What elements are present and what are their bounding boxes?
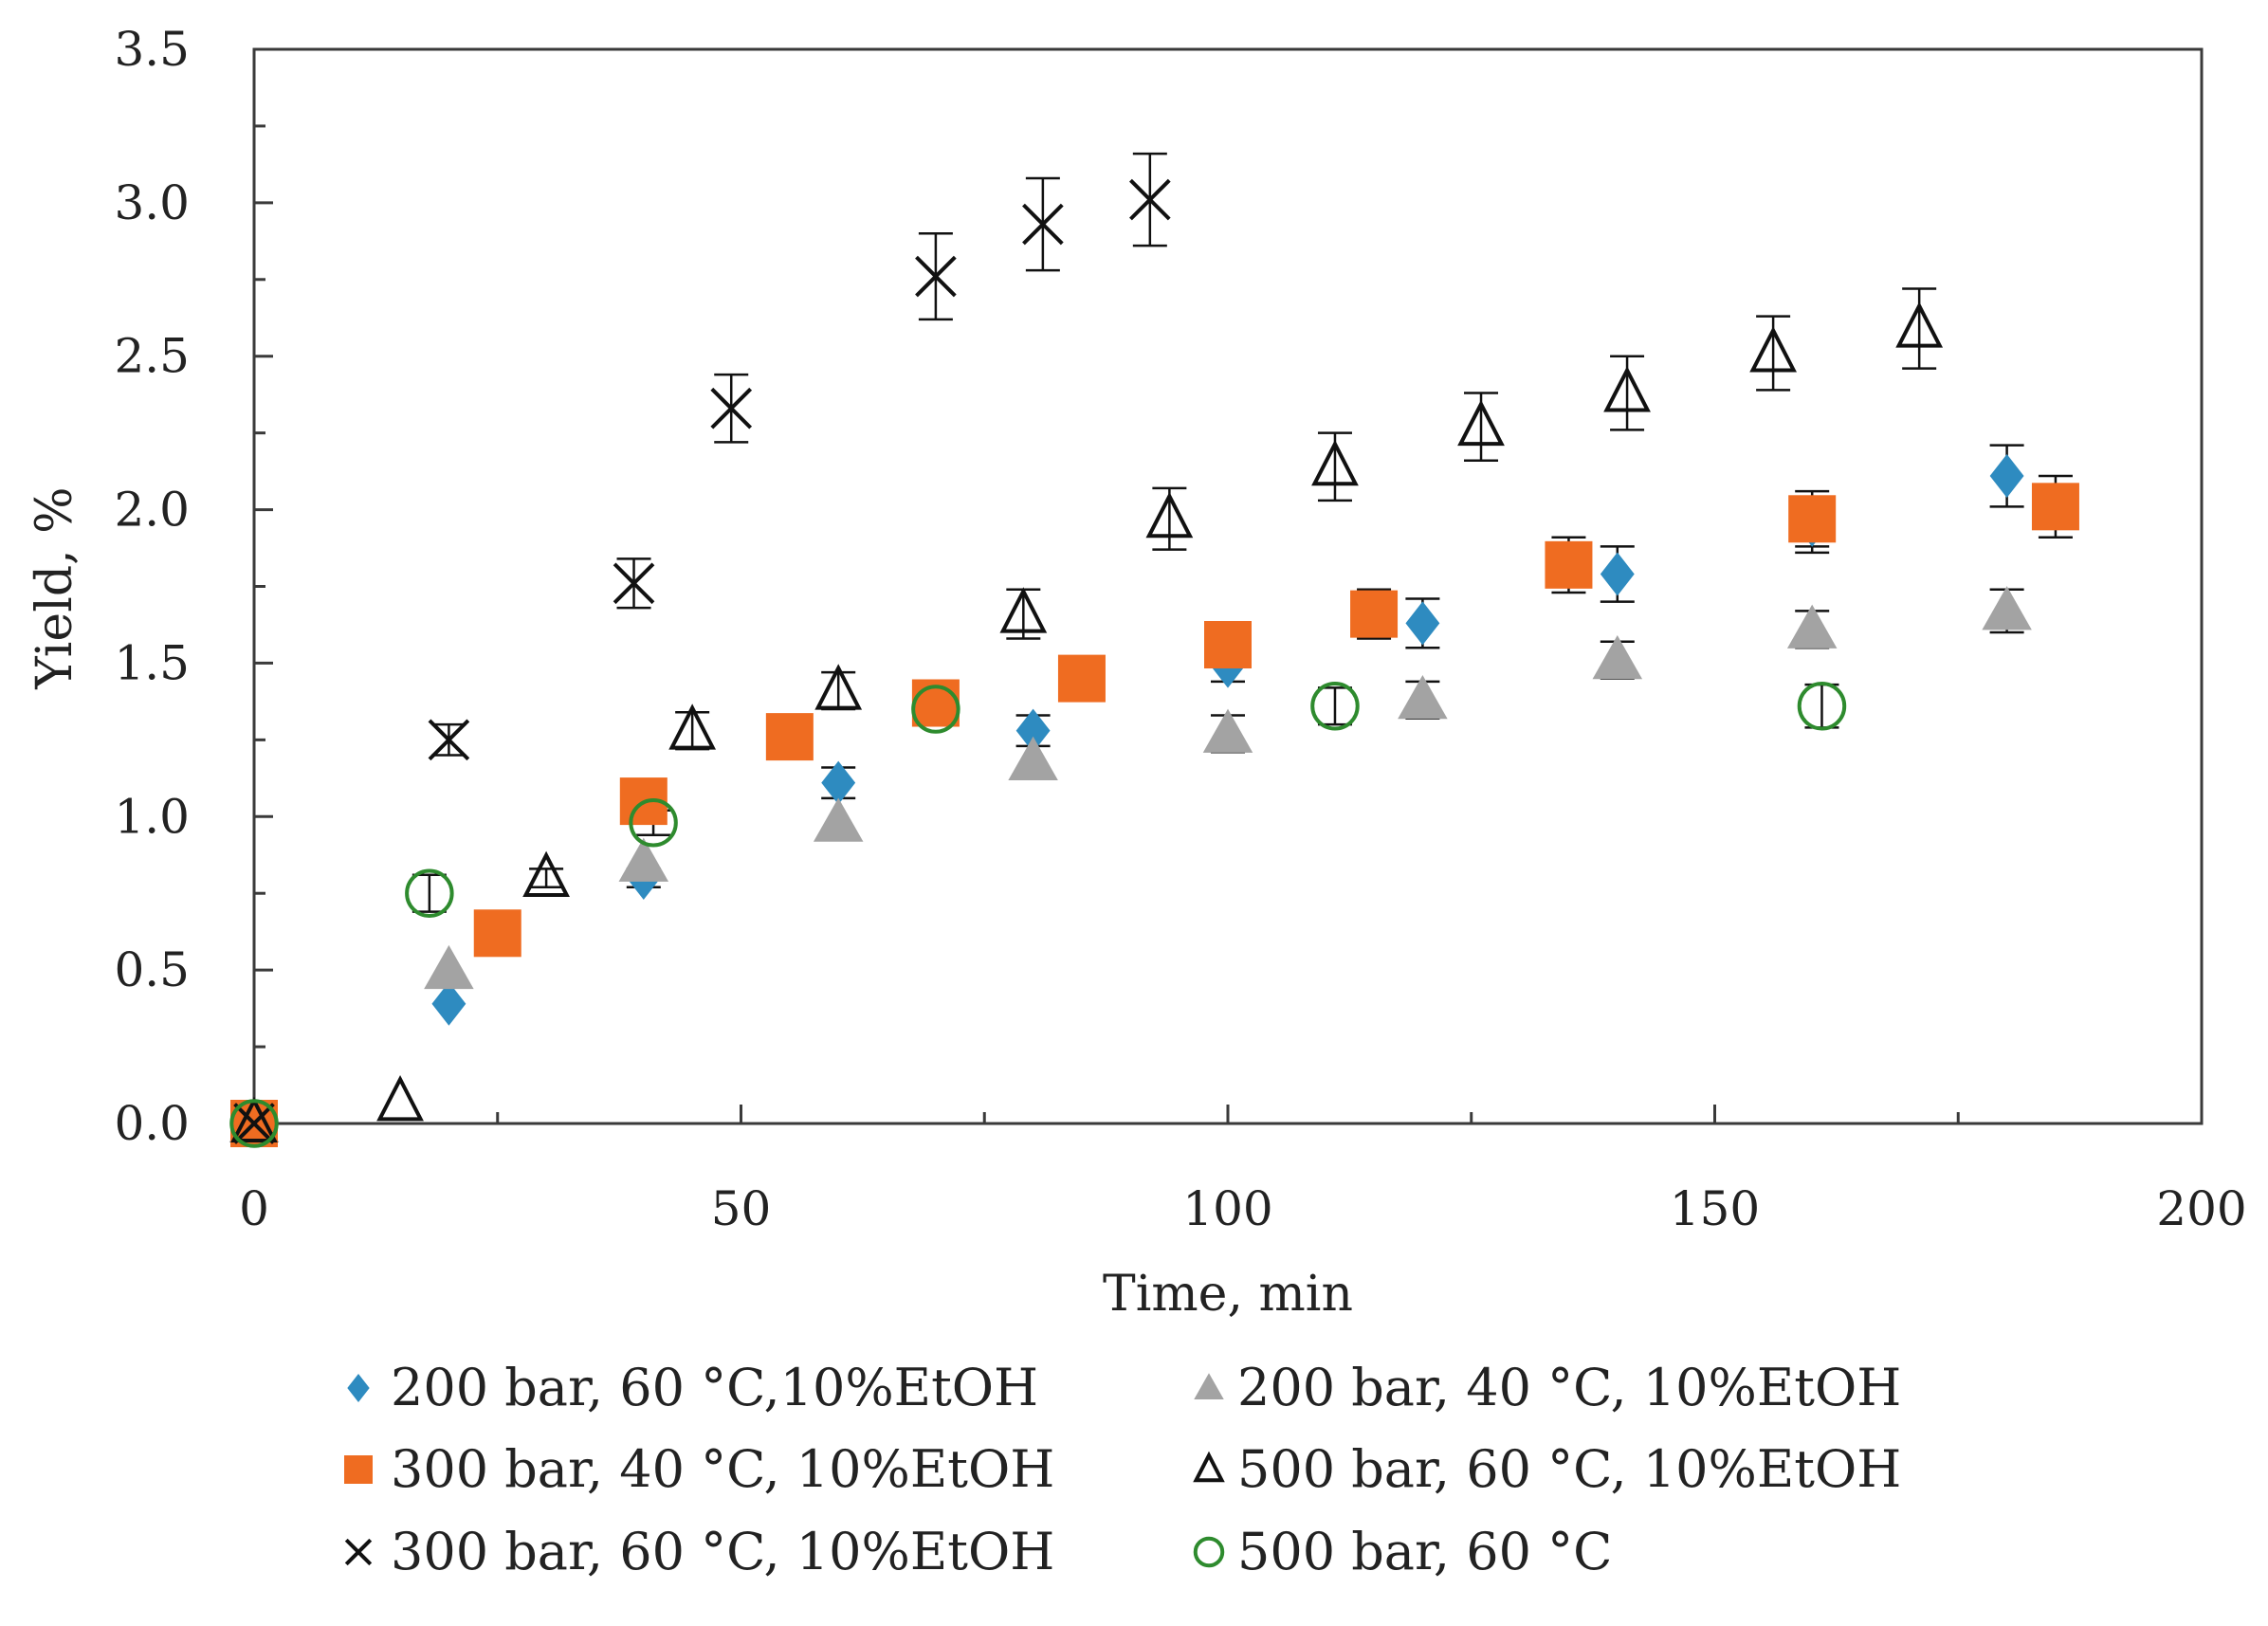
data-point-series-3 bbox=[1350, 590, 1399, 638]
axis-ticks bbox=[252, 47, 2204, 1125]
legend-item: 500 bar, 60 °C, 10%EtOH bbox=[1193, 1439, 1901, 1499]
data-point-series-2 bbox=[1398, 675, 1448, 720]
data-point-series-1 bbox=[1600, 552, 1635, 596]
data-point-series-2 bbox=[1202, 708, 1253, 753]
data-point-series-5 bbox=[915, 255, 957, 298]
data-point-series-3 bbox=[765, 713, 814, 761]
x-axis-title: Time, min bbox=[1103, 1266, 1353, 1323]
data-point-series-4 bbox=[1895, 301, 1944, 348]
error-bar bbox=[529, 868, 564, 888]
y-axis-title: Yield, % bbox=[27, 486, 83, 689]
legend-item: 300 bar, 40 °C, 10%EtOH bbox=[344, 1439, 1054, 1499]
data-point-series-1 bbox=[1015, 708, 1051, 753]
data-point-series-6 bbox=[1797, 681, 1847, 731]
y-tick-label: 2.0 bbox=[114, 483, 190, 538]
data-point-series-2 bbox=[1786, 604, 1838, 649]
legend-item: 200 bar, 40 °C, 10%EtOH bbox=[1194, 1358, 1901, 1417]
data-point-series-5 bbox=[1022, 203, 1064, 246]
data-point-series-6 bbox=[229, 1099, 279, 1148]
data-point-series-2 bbox=[618, 837, 669, 882]
data-point-series-4 bbox=[814, 664, 863, 710]
data-point-series-4 bbox=[1145, 491, 1194, 539]
y-tick-label: 1.5 bbox=[114, 635, 190, 690]
data-point-series-4 bbox=[230, 1096, 278, 1142]
error-bar bbox=[412, 873, 447, 913]
data-point-series-4 bbox=[999, 587, 1048, 633]
data-point-series-5 bbox=[233, 1103, 275, 1144]
legend-item: 500 bar, 60 °C bbox=[1193, 1522, 1612, 1581]
y-tick-label: 2.5 bbox=[114, 329, 190, 384]
data-point-series-3 bbox=[1204, 621, 1252, 669]
axis-tick-labels: 0 50 100 150 200 0.0 0.5 1.0 1.5 2.0 2.5 3.0 3.5 bbox=[114, 22, 2246, 1236]
legend-label: 300 bar, 60 °C, 10%EtOH bbox=[391, 1522, 1054, 1581]
data-points bbox=[229, 178, 2079, 1148]
error-bar bbox=[1317, 686, 1352, 726]
legend-label: 200 bar, 60 °C,10%EtOH bbox=[391, 1358, 1038, 1417]
y-tick-label: 0.0 bbox=[114, 1096, 190, 1151]
x-tick-label: 100 bbox=[1182, 1181, 1272, 1236]
x-tick-label: 200 bbox=[2156, 1181, 2246, 1236]
data-point-series-1 bbox=[821, 760, 856, 805]
legend-item: 300 bar, 60 °C, 10%EtOH bbox=[344, 1522, 1054, 1581]
data-point-series-3 bbox=[1788, 495, 1837, 543]
y-tick-label: 1.0 bbox=[114, 789, 190, 844]
data-point-series-5 bbox=[1129, 178, 1171, 221]
data-point-series-4 bbox=[1311, 439, 1359, 486]
legend-label: 500 bar, 60 °C, 10%EtOH bbox=[1237, 1439, 1901, 1499]
data-point-series-3 bbox=[2031, 483, 2079, 531]
y-tick-label: 0.5 bbox=[114, 942, 190, 997]
data-point-series-1 bbox=[431, 981, 466, 1026]
legend-marker bbox=[1194, 1373, 1224, 1399]
data-point-series-4 bbox=[522, 850, 570, 898]
data-point-series-1 bbox=[1405, 601, 1440, 646]
data-point-series-3 bbox=[473, 909, 521, 958]
x-tick-label: 0 bbox=[239, 1181, 269, 1236]
legend-label: 200 bar, 40 °C, 10%EtOH bbox=[1237, 1358, 1901, 1417]
data-point-series-2 bbox=[813, 797, 864, 842]
data-point-series-6 bbox=[629, 798, 678, 848]
data-point-series-4 bbox=[1603, 366, 1651, 412]
legend: 200 bar, 60 °C,10%EtOH 200 bar, 40 °C, 10… bbox=[344, 1358, 1901, 1581]
data-point-series-4 bbox=[376, 1074, 424, 1122]
plot-area-frame bbox=[252, 47, 2204, 1125]
legend-label: 300 bar, 40 °C, 10%EtOH bbox=[391, 1439, 1054, 1499]
data-point-series-2 bbox=[1982, 586, 2032, 630]
data-point-series-3 bbox=[1057, 654, 1106, 703]
data-point-series-6 bbox=[911, 685, 960, 734]
data-point-series-5 bbox=[710, 387, 753, 429]
data-point-series-5 bbox=[613, 562, 655, 605]
legend-item: 200 bar, 60 °C,10%EtOH bbox=[347, 1358, 1038, 1417]
data-point-series-3 bbox=[1545, 540, 1593, 589]
y-tick-label: 3.5 bbox=[114, 22, 190, 77]
data-point-series-6 bbox=[405, 868, 454, 918]
x-tick-label: 50 bbox=[711, 1181, 772, 1236]
y-tick-label: 3.0 bbox=[114, 175, 190, 230]
data-point-series-4 bbox=[1749, 326, 1797, 373]
x-tick-label: 150 bbox=[1670, 1181, 1760, 1236]
data-point-series-4 bbox=[668, 703, 717, 750]
data-point-series-4 bbox=[1457, 399, 1505, 447]
data-point-series-2 bbox=[1008, 736, 1058, 781]
data-point-series-2 bbox=[424, 944, 474, 990]
data-point-series-1 bbox=[1989, 453, 2024, 498]
legend-label: 500 bar, 60 °C bbox=[1237, 1522, 1612, 1581]
legend-marker bbox=[344, 1538, 373, 1566]
legend-marker bbox=[344, 1455, 373, 1484]
data-point-series-6 bbox=[1310, 681, 1360, 731]
legend-marker bbox=[1193, 1536, 1225, 1568]
data-point-series-5 bbox=[428, 719, 470, 761]
error-bar bbox=[1804, 683, 1839, 729]
legend-marker bbox=[1193, 1451, 1225, 1483]
legend-marker bbox=[347, 1374, 370, 1402]
data-point-series-2 bbox=[1592, 634, 1643, 680]
